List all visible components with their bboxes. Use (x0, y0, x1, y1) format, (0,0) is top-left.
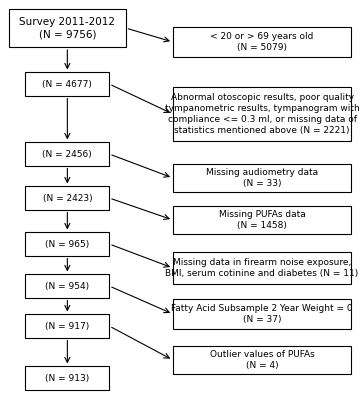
Text: Outlier values of PUFAs
(N = 4): Outlier values of PUFAs (N = 4) (210, 350, 314, 370)
FancyBboxPatch shape (173, 27, 351, 57)
FancyBboxPatch shape (25, 366, 109, 390)
Text: Missing data in firearm noise exposure,
BMI, serum cotinine and diabetes (N = 11: Missing data in firearm noise exposure, … (166, 258, 359, 278)
FancyBboxPatch shape (173, 346, 351, 374)
FancyBboxPatch shape (173, 299, 351, 329)
Text: Fatty Acid Subsample 2 Year Weight = 0
(N = 37): Fatty Acid Subsample 2 Year Weight = 0 (… (171, 304, 353, 324)
FancyBboxPatch shape (173, 206, 351, 234)
Text: Survey 2011-2012
(N = 9756): Survey 2011-2012 (N = 9756) (19, 17, 115, 39)
FancyBboxPatch shape (173, 252, 351, 284)
Text: Abnormal otoscopic results, poor quality
tympanometric results, tympanogram with: Abnormal otoscopic results, poor quality… (165, 93, 360, 135)
FancyBboxPatch shape (173, 164, 351, 192)
Text: (N = 913): (N = 913) (45, 374, 90, 382)
FancyBboxPatch shape (173, 87, 351, 141)
FancyBboxPatch shape (25, 274, 109, 298)
Text: Missing audiometry data
(N = 33): Missing audiometry data (N = 33) (206, 168, 318, 188)
FancyBboxPatch shape (25, 186, 109, 210)
FancyBboxPatch shape (25, 142, 109, 166)
Text: < 20 or > 69 years old
(N = 5079): < 20 or > 69 years old (N = 5079) (210, 32, 314, 52)
Text: (N = 954): (N = 954) (45, 282, 90, 290)
FancyBboxPatch shape (25, 314, 109, 338)
Text: (N = 917): (N = 917) (45, 322, 90, 330)
FancyBboxPatch shape (25, 232, 109, 256)
FancyBboxPatch shape (25, 72, 109, 96)
Text: Missing PUFAs data
(N = 1458): Missing PUFAs data (N = 1458) (219, 210, 305, 230)
Text: (N = 4677): (N = 4677) (42, 80, 92, 88)
Text: (N = 2423): (N = 2423) (43, 194, 92, 202)
FancyBboxPatch shape (9, 9, 126, 47)
Text: (N = 965): (N = 965) (45, 240, 90, 248)
Text: (N = 2456): (N = 2456) (43, 150, 92, 158)
